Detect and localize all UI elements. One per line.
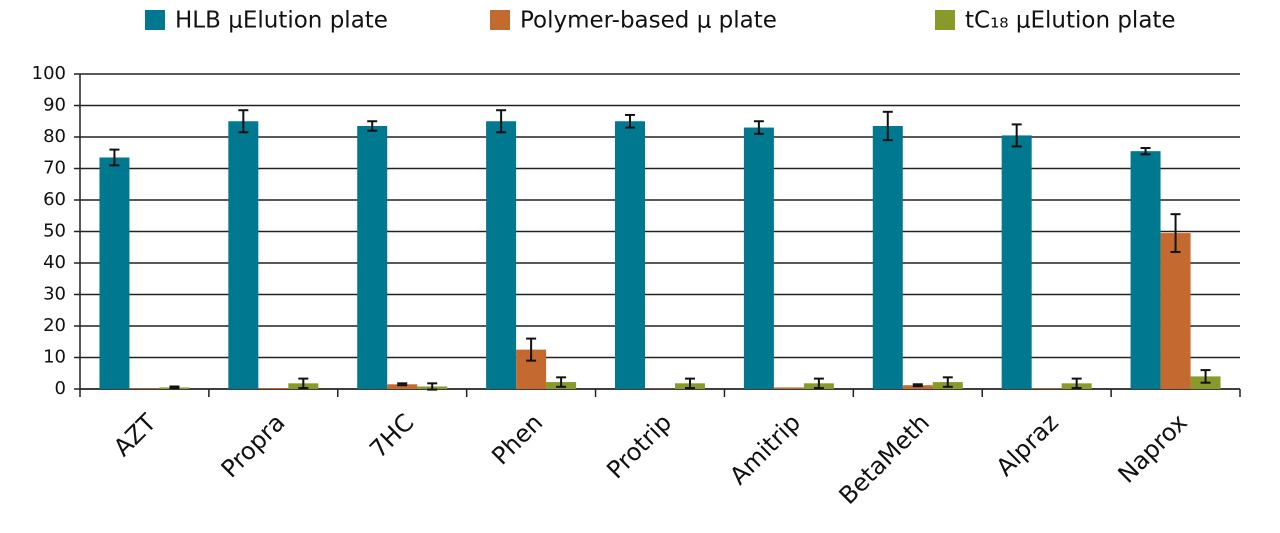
bar — [258, 388, 289, 389]
bar — [743, 127, 774, 390]
y-tick-label: 0 — [55, 378, 66, 399]
error-bar — [685, 377, 695, 390]
bar — [99, 157, 130, 389]
legend-swatch — [145, 10, 165, 30]
x-tick-label: Propra — [216, 408, 291, 483]
error-bar — [109, 148, 120, 167]
bar — [1001, 135, 1032, 389]
y-tick-label: 90 — [43, 95, 66, 116]
legend-label: HLB μElution plate — [175, 8, 388, 34]
x-tick-label: Alpraz — [991, 408, 1064, 481]
x-tick-label: Amitrip — [724, 408, 806, 490]
error-bar — [496, 109, 507, 134]
error-bar — [1200, 369, 1211, 384]
error-bar — [169, 385, 180, 390]
error-bar — [625, 113, 635, 129]
error-bar — [1011, 123, 1022, 148]
error-bar — [882, 110, 893, 142]
error-bar — [427, 382, 438, 391]
error-bar — [1170, 213, 1181, 253]
bar — [387, 384, 418, 389]
error-bar — [298, 377, 309, 390]
y-tick-label: 10 — [43, 347, 66, 368]
y-tick-label: 20 — [43, 315, 66, 336]
x-tick-label: Protrip — [601, 408, 677, 484]
y-tick-label: 80 — [43, 126, 66, 147]
x-tick-label: 7HC — [364, 408, 419, 463]
bar — [228, 121, 259, 389]
bar — [486, 121, 517, 389]
error-bar — [556, 376, 567, 388]
error-bar — [912, 383, 923, 388]
legend-label: Polymer-based μ plate — [520, 8, 777, 34]
error-bar — [813, 377, 824, 390]
legend-swatch — [490, 10, 510, 30]
bar — [1130, 151, 1161, 389]
y-tick-label: 60 — [43, 189, 66, 210]
bar — [357, 125, 388, 389]
legend-swatch — [935, 10, 955, 30]
y-tick-label: 70 — [43, 158, 66, 179]
error-bar — [397, 382, 408, 387]
error-bar — [238, 109, 249, 134]
bar — [773, 387, 804, 389]
y-tick-label: 100 — [32, 63, 66, 84]
x-tick-label: Naprox — [1113, 408, 1193, 488]
error-bar — [1071, 377, 1082, 390]
error-bar — [942, 376, 953, 388]
y-tick-label: 30 — [43, 284, 66, 305]
bar — [872, 125, 903, 389]
x-tick-label: Phen — [486, 408, 548, 470]
y-tick-label: 40 — [43, 252, 66, 273]
bar — [1160, 233, 1191, 389]
error-bar — [367, 120, 378, 132]
error-bar — [753, 120, 764, 135]
x-tick-label: AZT — [108, 408, 162, 462]
error-bar — [526, 337, 537, 362]
x-tick-label: BetaMeth — [834, 408, 935, 509]
y-tick-label: 50 — [43, 221, 66, 242]
legend-label: tC₁₈ μElution plate — [965, 8, 1176, 34]
bar — [129, 388, 160, 389]
error-bar — [1140, 147, 1151, 156]
bar — [1031, 388, 1062, 389]
bar — [615, 121, 645, 389]
